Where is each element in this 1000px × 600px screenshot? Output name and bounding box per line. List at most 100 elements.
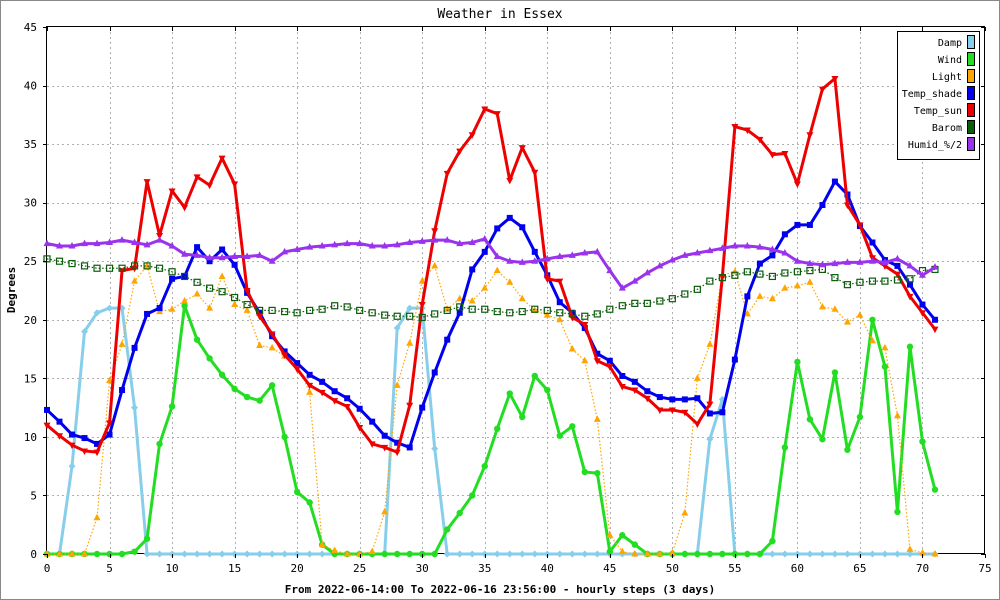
series-barom-point <box>443 306 451 315</box>
series-temp-sun-point <box>468 132 476 139</box>
series-temp-shade-point <box>819 202 826 209</box>
series-temp-sun-point <box>518 145 526 152</box>
legend-swatch-light <box>967 69 975 83</box>
series-temp-sun-point <box>281 352 289 359</box>
legend-swatch-wind <box>967 52 975 66</box>
series-wind-point <box>919 438 926 445</box>
series-light-point <box>568 345 576 352</box>
series-temp-sun-point <box>418 302 426 309</box>
series-temp-shade-point <box>906 281 913 288</box>
series-temp-shade-point <box>644 388 651 395</box>
series-temp-shade-point <box>369 418 376 425</box>
x-tick-label: 30 <box>416 562 429 575</box>
series-wind-point <box>218 371 226 379</box>
series-wind-point <box>519 413 526 421</box>
series-wind-point <box>769 537 776 545</box>
series-temp-sun-point <box>293 366 301 373</box>
series-temp-sun-point <box>443 170 451 178</box>
series-barom-point <box>768 272 776 281</box>
series-humid-2-point <box>456 239 464 247</box>
series-humid-2-point <box>681 251 689 258</box>
series-temp-sun-point <box>231 181 239 188</box>
series-wind-point <box>281 433 288 441</box>
series-light-point <box>206 304 214 311</box>
series-damp-point <box>843 550 851 558</box>
series-wind-point <box>569 423 576 430</box>
series-temp-shade-point <box>794 221 801 228</box>
series-light-point <box>481 284 489 291</box>
series-temp-shade-point <box>506 214 513 221</box>
series-temp-shade-point <box>169 275 176 282</box>
x-tick-label: 40 <box>541 562 554 575</box>
series-temp-sun-point <box>543 276 551 283</box>
series-damp-point <box>443 550 451 558</box>
series-wind-point <box>931 486 939 493</box>
series-humid-2-point <box>581 249 589 256</box>
x-tick-label: 0 <box>44 562 51 575</box>
series-temp-sun-point <box>818 86 826 94</box>
series-wind-point <box>293 488 301 496</box>
series-barom-point <box>906 275 914 283</box>
series-temp-sun-point <box>193 174 201 181</box>
series-temp-shade-point <box>419 404 426 411</box>
series-wind-point <box>531 372 538 380</box>
series-humid-2-point <box>668 256 676 263</box>
series-humid-2-point <box>406 238 414 245</box>
series-damp-point <box>593 550 601 558</box>
series-temp-shade-point <box>656 394 663 401</box>
series-humid-2-point <box>718 244 726 251</box>
series-temp-shade-point <box>831 178 838 185</box>
series-barom-point <box>881 277 889 285</box>
series-damp-point <box>831 550 839 558</box>
series-temp-shade-point <box>44 406 50 413</box>
series-temp-shade-point <box>69 431 76 438</box>
series-wind-point <box>794 358 801 366</box>
series-humid-2-point <box>518 258 526 265</box>
series-temp-sun-point <box>268 331 276 338</box>
series-humid-2-point <box>443 236 451 243</box>
series-damp-point <box>231 550 239 558</box>
series-barom <box>43 255 939 322</box>
series-damp-point <box>193 550 201 558</box>
legend-label-damp: Damp <box>938 38 962 49</box>
series-wind-point <box>556 432 563 439</box>
series-barom-point <box>643 299 651 307</box>
series-light-point <box>431 261 439 269</box>
series-temp-shade-point <box>669 396 676 403</box>
series-barom-point <box>518 307 526 316</box>
series-light-point <box>643 550 651 557</box>
series-humid-2-point <box>831 259 839 267</box>
series-temp-shade-point <box>344 395 351 402</box>
series-humid-2 <box>43 234 939 291</box>
series-humid-2-point <box>881 258 889 265</box>
series-temp-shade-point <box>594 350 601 357</box>
series-damp-point <box>456 550 464 558</box>
series-humid-2-point <box>506 257 514 264</box>
series-light-point <box>93 513 101 521</box>
series-barom-point <box>168 268 176 276</box>
series-temp-shade-point <box>469 266 476 273</box>
series-temp-shade-point <box>156 305 163 312</box>
series-wind-point <box>444 526 451 533</box>
series-humid-2-point <box>743 241 751 249</box>
legend-label-temp-shade: Temp_shade <box>902 89 962 100</box>
series-wind-point <box>756 550 764 558</box>
series-light-point <box>631 550 639 557</box>
series-temp-sun-point <box>768 152 776 159</box>
series-temp-sun-point <box>506 177 514 185</box>
series-temp-sun-point <box>581 321 589 329</box>
series-temp-sun-point <box>331 398 339 405</box>
series-humid-2-point <box>768 245 776 253</box>
series-humid-2-point <box>656 261 664 269</box>
series-barom-point <box>180 272 189 281</box>
series-temp-shade-point <box>556 299 563 306</box>
series-wind-point <box>243 393 251 401</box>
series-damp-point <box>181 550 189 558</box>
series-humid-2-point <box>756 243 764 250</box>
series-light-point <box>693 374 701 381</box>
series-wind-point <box>231 385 238 393</box>
series-humid-2-point <box>356 239 364 247</box>
series-temp-sun-point <box>56 433 64 440</box>
series-temp-sun-point <box>106 420 114 427</box>
series-humid-2-point <box>293 245 301 253</box>
